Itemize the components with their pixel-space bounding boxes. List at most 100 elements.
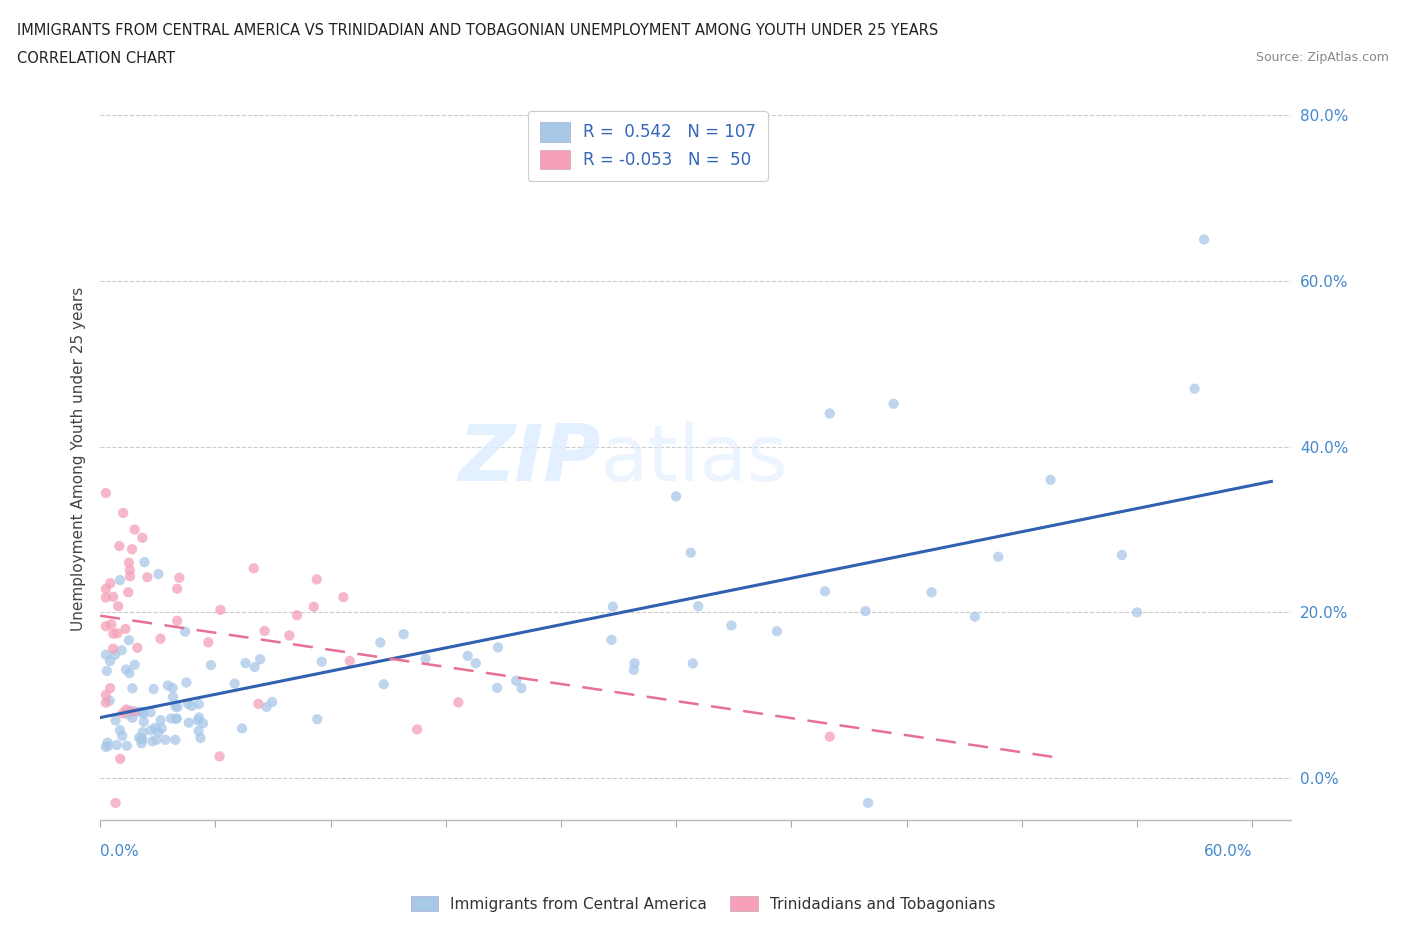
Point (187, 724, 209, 738)
Point (243, 659, 266, 674)
Point (249, 652, 271, 667)
Point (115, 738, 138, 753)
Point (766, 624, 789, 639)
Point (111, 706, 134, 721)
Point (720, 618, 742, 633)
Point (98, 693, 121, 708)
Point (814, 584, 837, 599)
Legend: R =  0.542   N = 107, R = -0.053   N =  50: R = 0.542 N = 107, R = -0.053 N = 50 (529, 111, 768, 180)
Point (141, 734, 163, 749)
Point (117, 707, 139, 722)
Point (162, 689, 184, 704)
Point (1039, 472, 1062, 487)
Point (278, 628, 301, 643)
Point (104, 795, 127, 810)
Point (505, 673, 527, 688)
Point (94, 739, 117, 754)
Point (105, 626, 128, 641)
Point (191, 716, 214, 731)
Text: ZIP: ZIP (458, 421, 600, 498)
Point (94, 485, 117, 500)
Point (98, 681, 121, 696)
Point (665, 489, 688, 504)
Point (285, 608, 308, 623)
Point (142, 682, 165, 697)
Point (121, 681, 143, 696)
Point (101, 590, 124, 604)
Point (602, 599, 624, 614)
Point (94, 591, 117, 605)
Text: 60.0%: 60.0% (1204, 844, 1253, 859)
Point (115, 662, 138, 677)
Point (149, 631, 172, 646)
Point (103, 626, 125, 641)
Text: atlas: atlas (600, 421, 787, 498)
Point (162, 681, 184, 696)
Point (392, 627, 415, 642)
Point (131, 732, 153, 747)
Point (132, 724, 155, 739)
Point (143, 721, 166, 736)
Point (963, 609, 986, 624)
Point (166, 699, 188, 714)
Point (188, 711, 211, 725)
Point (682, 656, 704, 671)
Point (305, 572, 328, 587)
Text: CORRELATION CHART: CORRELATION CHART (17, 51, 174, 66)
Point (247, 697, 270, 711)
Point (623, 656, 645, 671)
Point (118, 632, 141, 647)
Point (111, 728, 134, 743)
Point (149, 712, 172, 727)
Point (921, 585, 943, 600)
Point (253, 623, 276, 638)
Point (190, 731, 212, 746)
Point (987, 550, 1010, 565)
Point (104, 647, 127, 662)
Point (688, 599, 710, 614)
Point (177, 715, 200, 730)
Point (486, 681, 509, 696)
Point (166, 581, 188, 596)
Point (855, 604, 877, 618)
Point (132, 707, 155, 722)
Point (166, 711, 188, 726)
Point (128, 730, 150, 745)
Point (311, 655, 333, 670)
Point (486, 640, 509, 655)
Point (114, 621, 136, 636)
Text: IMMIGRANTS FROM CENTRAL AMERICA VS TRINIDADIAN AND TOBAGONIAN UNEMPLOYMENT AMONG: IMMIGRANTS FROM CENTRAL AMERICA VS TRINI… (17, 23, 938, 38)
Point (187, 713, 209, 728)
Point (339, 654, 361, 669)
Point (131, 530, 153, 545)
Point (110, 643, 132, 658)
Point (100, 617, 122, 631)
Point (108, 573, 131, 588)
Point (132, 704, 155, 719)
Point (256, 699, 278, 714)
Point (107, 599, 129, 614)
Point (302, 599, 325, 614)
Point (150, 721, 173, 736)
Point (180, 698, 202, 713)
Point (200, 658, 222, 672)
Point (679, 545, 702, 560)
Text: Source: ZipAtlas.com: Source: ZipAtlas.com (1256, 51, 1389, 64)
Point (127, 641, 149, 656)
Point (115, 702, 138, 717)
Point (242, 561, 264, 576)
Point (1192, 232, 1215, 247)
Point (124, 522, 146, 537)
Point (108, 723, 131, 737)
Point (208, 749, 231, 764)
Point (406, 722, 429, 737)
Point (197, 635, 219, 650)
Point (510, 681, 533, 696)
Point (112, 506, 135, 521)
Point (368, 635, 391, 650)
Point (148, 566, 170, 581)
Point (307, 711, 329, 726)
Point (94, 618, 117, 633)
Point (457, 648, 479, 663)
Point (169, 570, 191, 585)
